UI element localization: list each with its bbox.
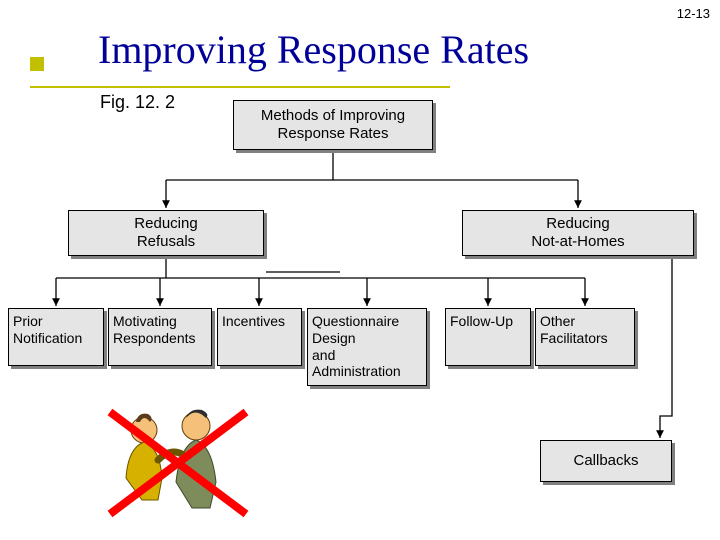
node-root: Methods of ImprovingResponse Rates: [233, 100, 433, 150]
node-prior-notification: PriorNotification: [8, 308, 104, 366]
node-reducing-refusals: ReducingRefusals: [68, 210, 264, 256]
node-callbacks: Callbacks: [540, 440, 672, 482]
node-follow-up: Follow-Up: [445, 308, 531, 366]
clipart-illustration: [110, 400, 250, 520]
page-title: Improving Response Rates: [98, 26, 529, 73]
node-motivating-respondents: MotivatingRespondents: [108, 308, 212, 366]
node-other-facilitators: OtherFacilitators: [535, 308, 635, 366]
node-questionnaire-design: QuestionnaireDesignandAdministration: [307, 308, 427, 386]
title-bullet: [30, 57, 44, 71]
title-wrap: Improving Response Rates: [30, 26, 529, 73]
figure-label: Fig. 12. 2: [100, 92, 175, 113]
node-incentives: Incentives: [217, 308, 302, 366]
title-underline: [30, 86, 450, 88]
node-reducing-not-at-homes: ReducingNot-at-Homes: [462, 210, 694, 256]
page-number: 12-13: [677, 6, 710, 21]
